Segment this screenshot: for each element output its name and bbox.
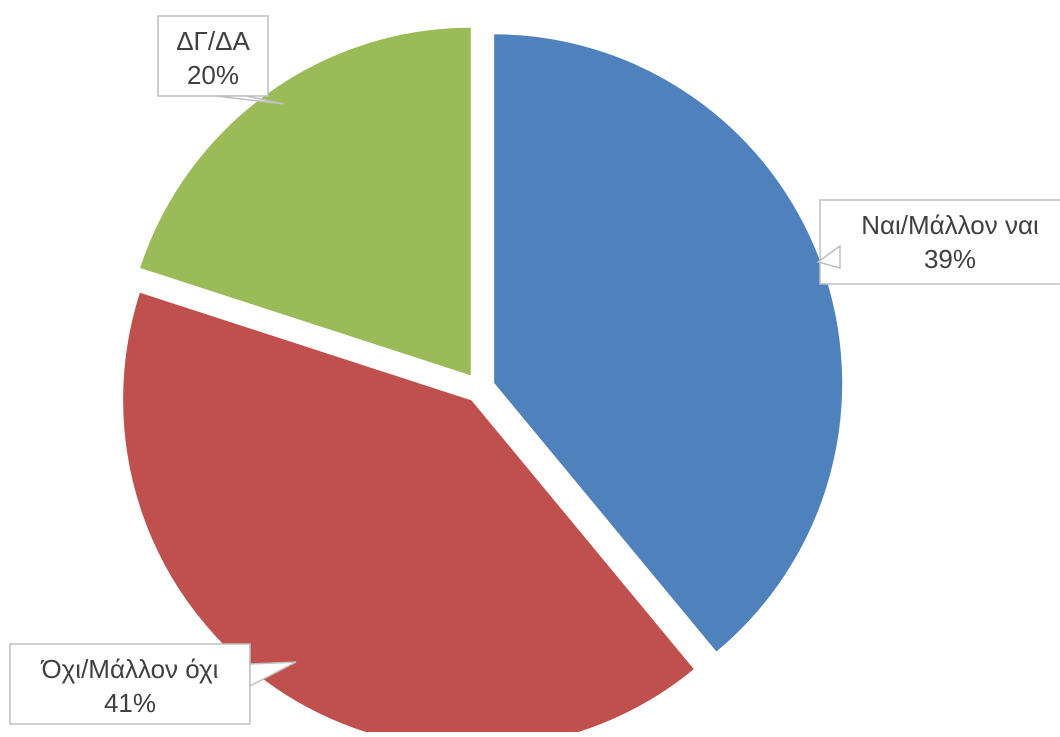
data-label-2: Όχι/Μάλλον όχι 41% (9, 643, 297, 725)
data-label-percent: 39% (924, 244, 976, 274)
data-label-pointer (249, 661, 297, 688)
pie-slices (121, 25, 845, 737)
data-label-pointer (215, 95, 285, 105)
data-label-category: Ναι/Μάλλον ναι (861, 210, 1039, 240)
data-label-3: ΔΓ/ΔΑ 20% (157, 15, 285, 105)
data-label-1: Ναι/Μάλλον ναι 39% (816, 199, 1060, 285)
data-label-percent: 20% (187, 60, 239, 90)
data-label-box (157, 15, 269, 97)
data-label-callouts: Ναι/Μάλλον ναι 39% Όχι/Μάλλον όχι 41% ΔΓ/ΔΑ 2… (9, 15, 1060, 725)
data-label-percent: 41% (104, 688, 156, 718)
data-label-category: Όχι/Μάλλον όχι (41, 654, 219, 684)
data-label-pointer (816, 244, 841, 269)
data-label-category: ΔΓ/ΔΑ (176, 26, 250, 56)
data-label-box (819, 199, 1060, 285)
